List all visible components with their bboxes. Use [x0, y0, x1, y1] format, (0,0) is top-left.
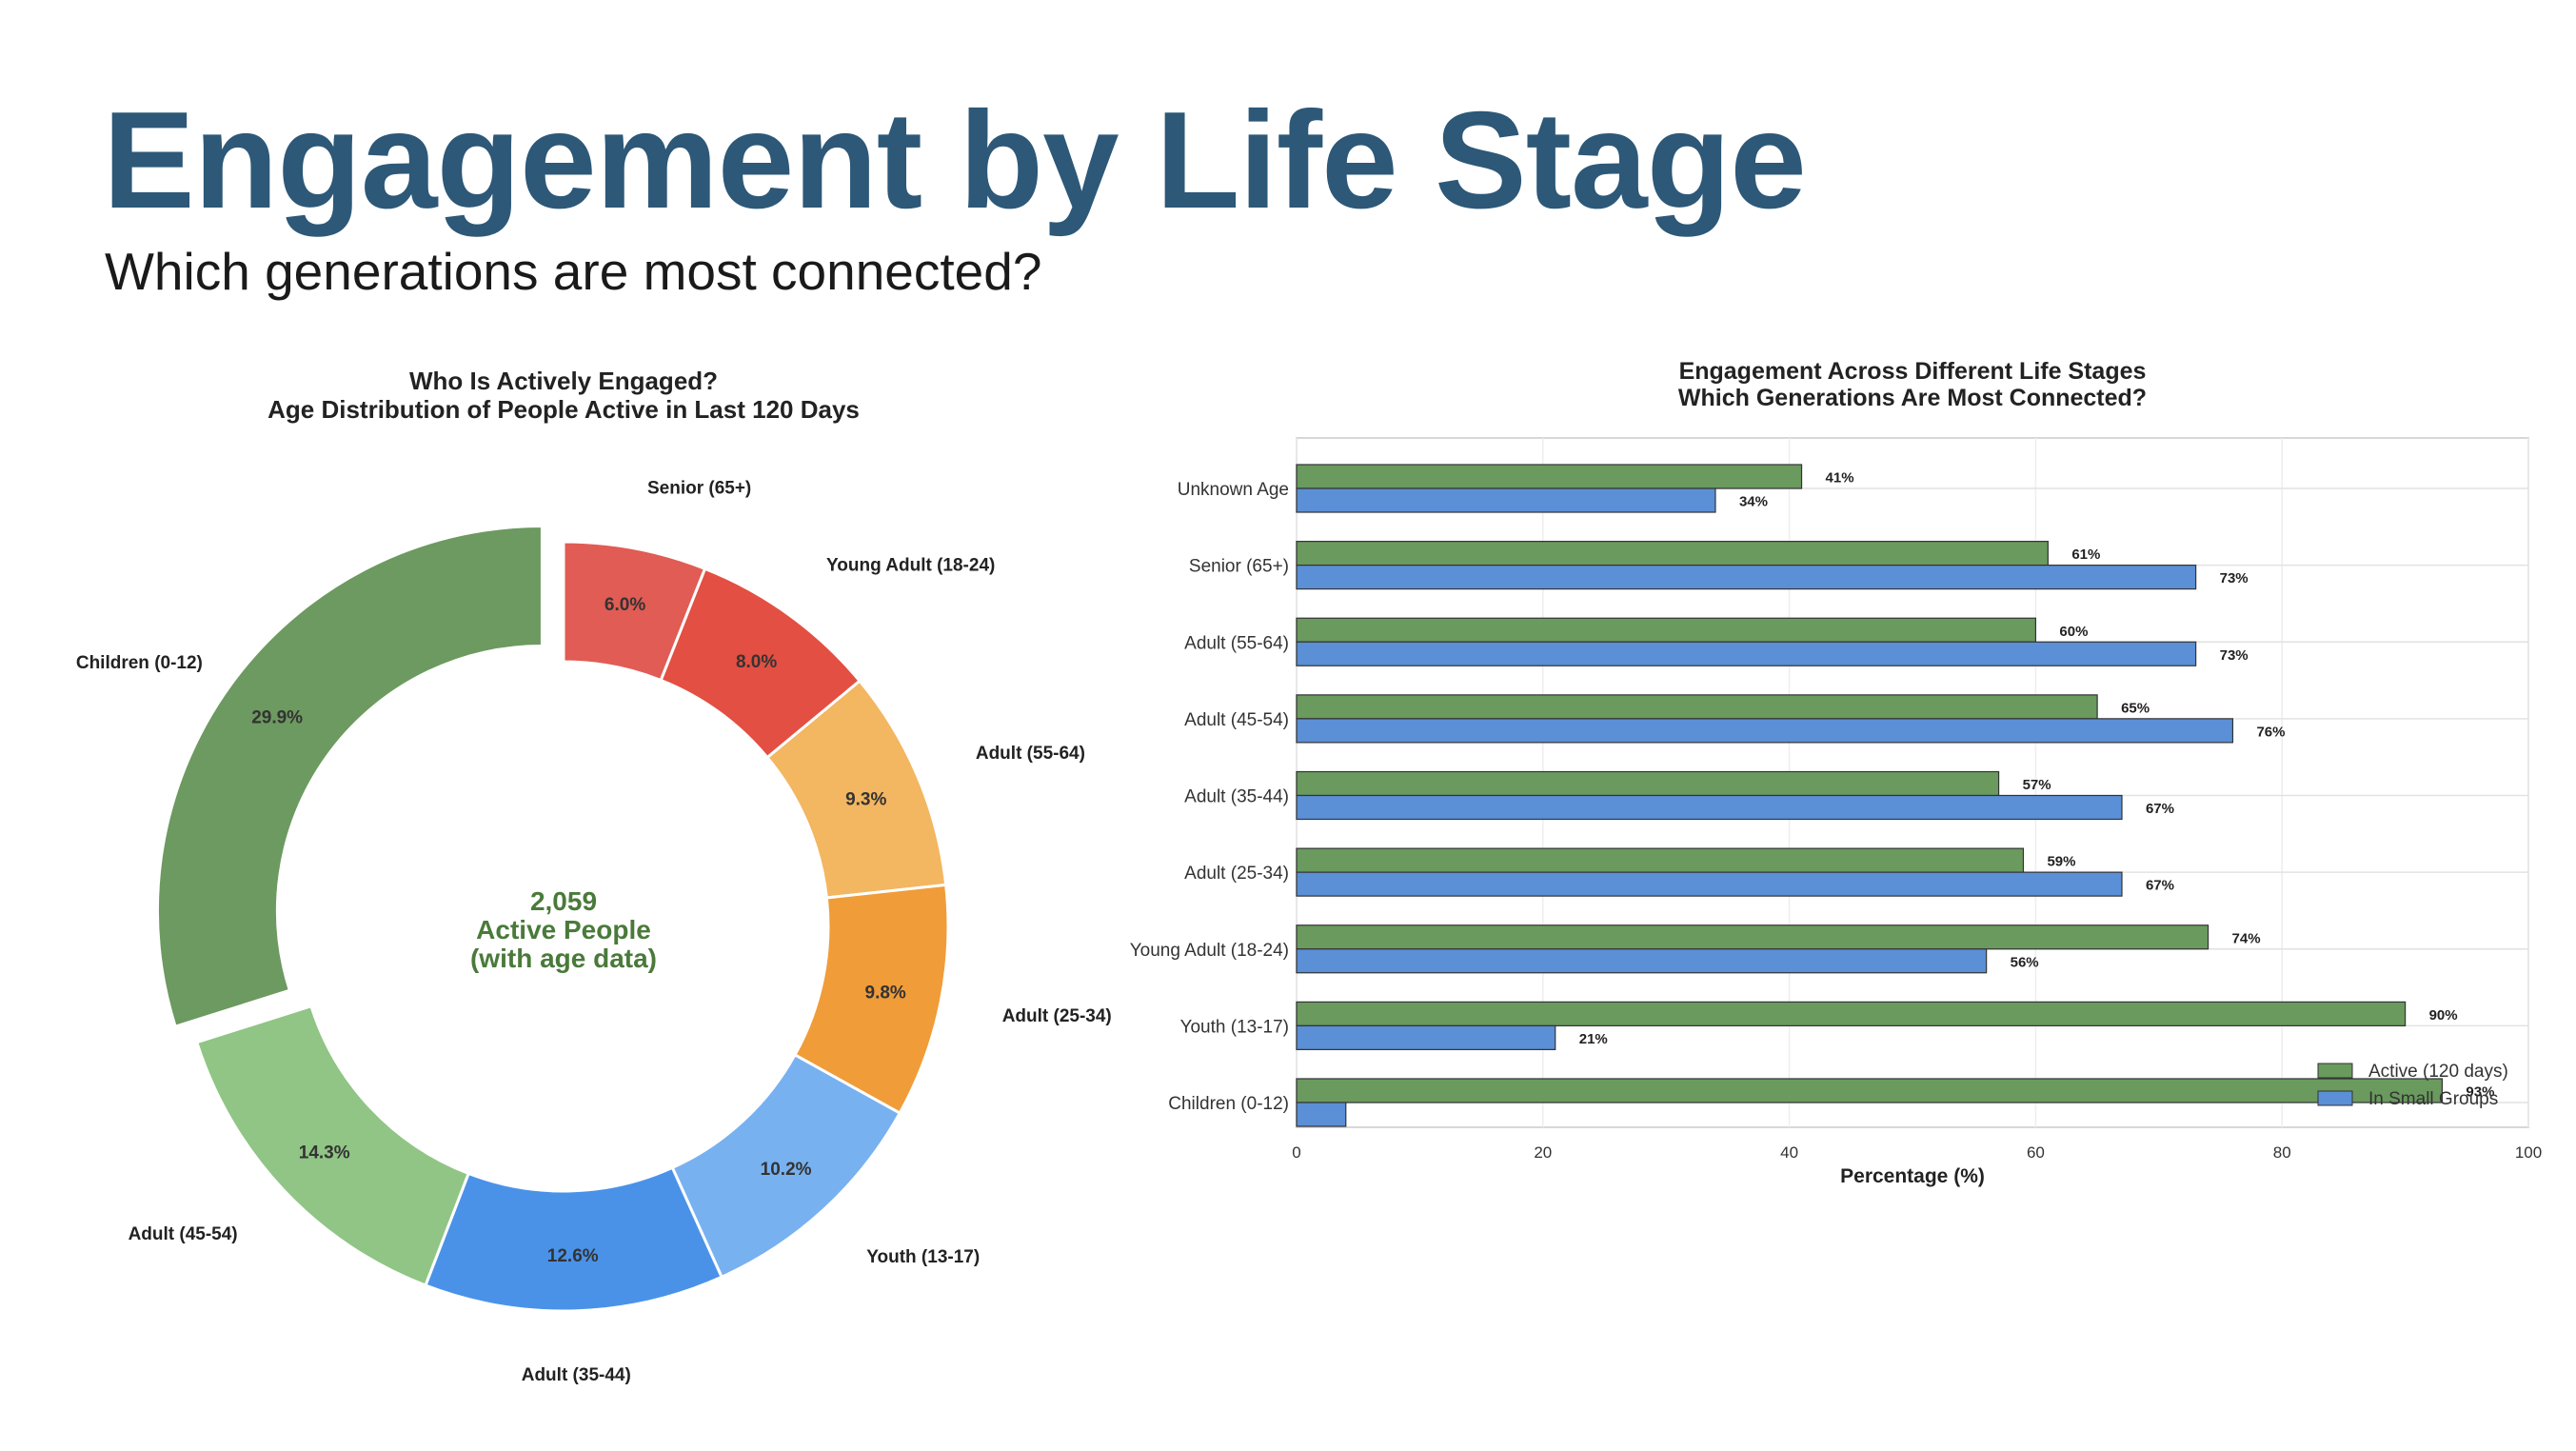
donut-slice-label: Adult (45-54)	[129, 1224, 238, 1244]
donut-center-line2: (with age data)	[470, 944, 657, 973]
y-tick-label: Youth (13-17)	[1180, 1017, 1289, 1037]
donut-slice-percent: 29.9%	[251, 708, 303, 728]
donut-center-value: 2,059	[530, 886, 597, 916]
page-title: Engagement by Life Stage	[103, 83, 1807, 237]
bar	[1296, 1024, 1556, 1050]
donut-center-line1: Active People	[476, 915, 651, 944]
bar	[1296, 924, 2209, 950]
x-tick-label: 60	[2027, 1143, 2045, 1162]
bar-value-label: 93%	[2466, 1084, 2494, 1101]
bar	[1296, 794, 2123, 821]
bar	[1296, 541, 2049, 566]
bar-value-label: 56%	[2011, 954, 2039, 970]
bar-value-label: 34%	[1739, 494, 1768, 510]
y-tick-label: Children (0-12)	[1168, 1094, 1289, 1114]
legend-label: In Small Groups	[2368, 1089, 2498, 1109]
bar	[1296, 847, 2025, 873]
bar	[1296, 1102, 1347, 1127]
donut-slice-label: Children (0-12)	[76, 653, 203, 673]
bar	[1296, 948, 1988, 974]
donut-slice	[194, 1004, 471, 1288]
donut-slice-percent: 9.3%	[845, 790, 886, 810]
donut-slice-label: Youth (13-17)	[866, 1247, 980, 1267]
donut-slice-label: Senior (65+)	[647, 478, 751, 498]
legend-swatch	[2317, 1063, 2353, 1079]
y-tick-label: Adult (25-34)	[1184, 864, 1289, 884]
bar-value-label: 65%	[2121, 700, 2150, 716]
donut-slice-percent: 9.8%	[865, 983, 906, 1003]
bar	[1296, 718, 2234, 744]
x-tick-label: 40	[1780, 1143, 1798, 1162]
bar-value-label: 60%	[2059, 624, 2088, 640]
x-tick-label: 20	[1534, 1143, 1552, 1162]
donut-title: Who Is Actively Engaged?	[409, 367, 718, 395]
y-tick-label: Senior (65+)	[1189, 557, 1289, 577]
bar	[1296, 871, 2123, 897]
bar-value-label: 73%	[2220, 570, 2249, 586]
bar	[1296, 464, 1803, 489]
bar-chart-subtitle: Which Generations Are Most Connected?	[1678, 385, 2147, 411]
bar-value-label: 90%	[2429, 1007, 2458, 1024]
donut-slice-percent: 8.0%	[736, 652, 777, 672]
bar-value-label: 57%	[2023, 777, 2051, 793]
donut-slice-percent: 14.3%	[299, 1143, 350, 1163]
donut-chart: Who Is Actively Engaged?Age Distribution…	[76, 367, 1112, 1385]
bar	[1296, 1001, 2407, 1026]
x-axis-label: Percentage (%)	[1840, 1165, 1985, 1187]
legend-label: Active (120 days)	[2368, 1062, 2508, 1082]
bar-value-label: 21%	[1579, 1031, 1608, 1047]
donut-slice	[155, 524, 544, 1029]
bar	[1296, 770, 2000, 797]
bar	[1296, 641, 2197, 666]
legend-swatch	[2317, 1090, 2353, 1106]
bar-value-label: 74%	[2232, 930, 2261, 946]
donut-slice-label: Adult (35-44)	[522, 1365, 631, 1385]
donut-subtitle: Age Distribution of People Active in Las…	[268, 395, 860, 424]
y-tick-label: Adult (45-54)	[1184, 710, 1289, 730]
donut-slice-label: Young Adult (18-24)	[826, 556, 995, 576]
donut-slice	[424, 1165, 724, 1313]
bar	[1296, 565, 2197, 590]
x-tick-label: 0	[1292, 1143, 1300, 1162]
bar	[1296, 617, 2037, 643]
bar-value-label: 67%	[2146, 878, 2174, 894]
donut-slice-percent: 10.2%	[761, 1160, 812, 1180]
y-tick-label: Young Adult (18-24)	[1130, 941, 1289, 961]
donut-slice-percent: 12.6%	[547, 1246, 599, 1266]
donut-slice-percent: 6.0%	[604, 595, 645, 615]
bar-value-label: 73%	[2220, 647, 2249, 664]
bar-value-label: 59%	[2047, 854, 2075, 870]
bar-value-label: 76%	[2256, 724, 2285, 740]
bar-value-label: 61%	[2071, 547, 2100, 563]
bar-chart: Engagement Across Different Life StagesW…	[1130, 358, 2542, 1187]
x-tick-label: 100	[2515, 1143, 2542, 1162]
bar	[1296, 694, 2098, 720]
bar-chart-title: Engagement Across Different Life Stages	[1679, 358, 2147, 385]
donut-slice-label: Adult (55-64)	[976, 744, 1085, 764]
bar-value-label: 41%	[1826, 470, 1854, 487]
page-subtitle: Which generations are most connected?	[105, 242, 1042, 301]
y-tick-label: Unknown Age	[1178, 480, 1289, 500]
x-tick-label: 80	[2273, 1143, 2291, 1162]
bar	[1296, 1078, 2444, 1103]
y-tick-label: Adult (55-64)	[1184, 633, 1289, 653]
bar-value-label: 67%	[2146, 801, 2174, 817]
y-tick-label: Adult (35-44)	[1184, 787, 1289, 807]
donut-slice-label: Adult (25-34)	[1002, 1006, 1112, 1026]
bar	[1296, 487, 1716, 513]
